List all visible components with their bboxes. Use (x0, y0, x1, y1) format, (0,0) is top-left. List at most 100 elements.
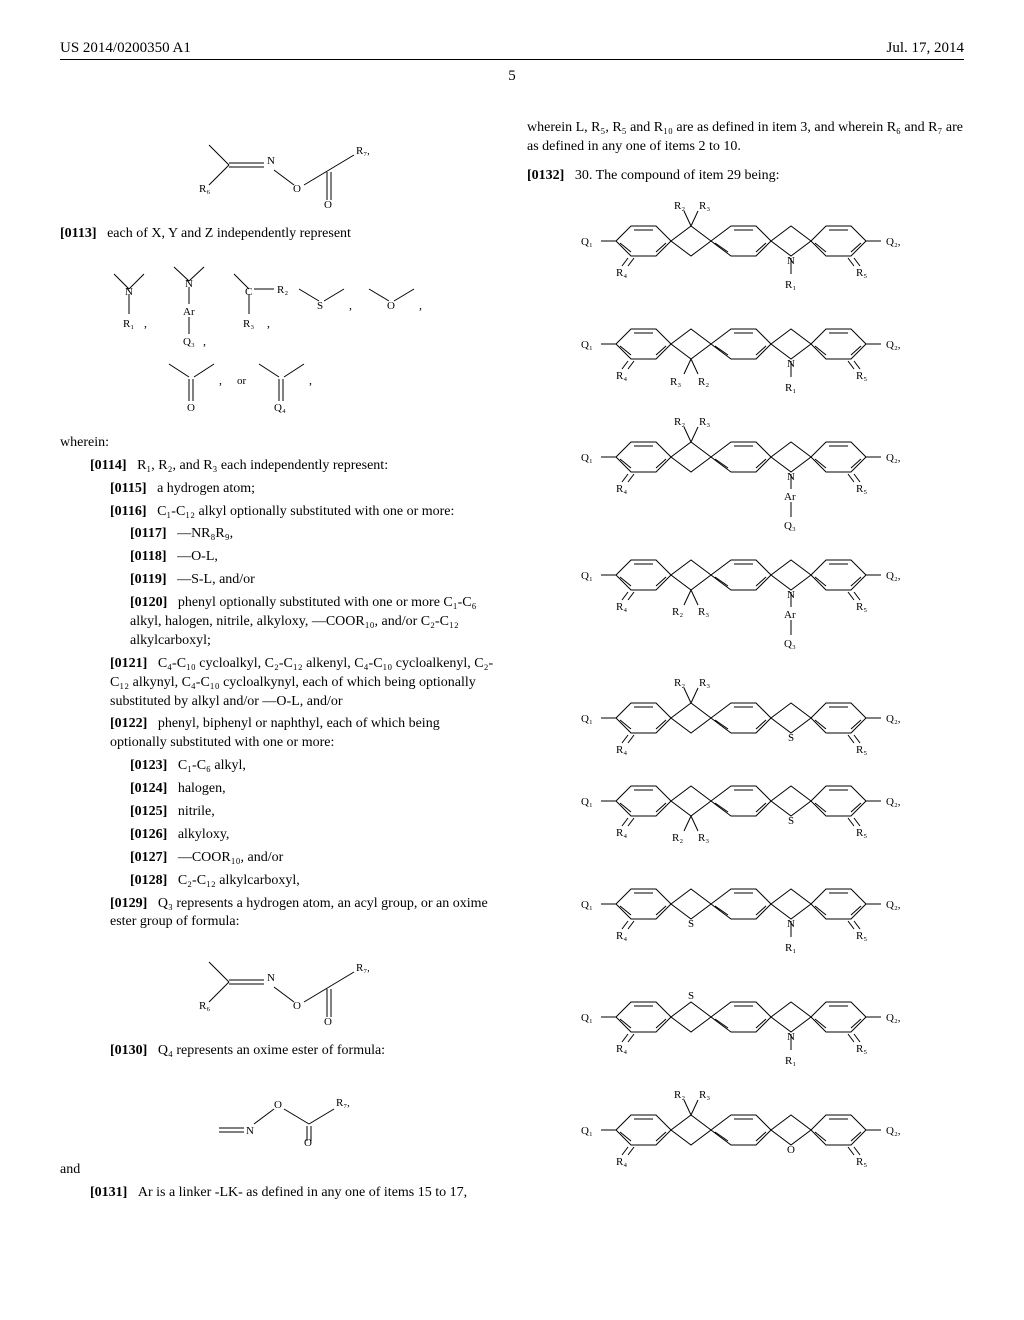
svg-text:Ar: Ar (784, 491, 796, 503)
paragraph-0117: [0117] —NR₈R₉, (60, 525, 497, 544)
svg-text:Q₁: Q₁ (581, 236, 593, 248)
svg-text:R₄: R₄ (616, 267, 627, 279)
svg-text:S: S (788, 732, 794, 744)
label-o2: O (324, 199, 332, 210)
svg-text:R₃: R₃ (698, 606, 709, 618)
svg-text:O: O (387, 300, 395, 312)
svg-text:R₄: R₄ (616, 370, 627, 382)
svg-text:R₇,: R₇, (356, 962, 369, 974)
paragraph-0114: [0114] R₁, R₂, and R₃ each independently… (60, 457, 497, 476)
svg-text:Q₄: Q₄ (274, 402, 286, 414)
svg-text:R₄: R₄ (616, 1043, 627, 1055)
svg-text:R₂: R₂ (672, 606, 683, 618)
paragraph-0116: [0116] C₁-C₁₂ alkyl optionally substitut… (60, 503, 497, 522)
svg-text:R₅: R₅ (856, 267, 867, 279)
patent-number: US 2014/0200350 A1 (60, 40, 191, 57)
page-number: 5 (60, 68, 964, 85)
svg-text:R₇,: R₇, (336, 1097, 350, 1109)
svg-text:R₃: R₃ (699, 200, 710, 212)
svg-text:R₅: R₅ (856, 370, 867, 382)
svg-text:N: N (787, 471, 795, 483)
right-column: wherein L, R₅, R₅ and R₁₀ are as defined… (527, 115, 964, 1207)
svg-text:Q₁: Q₁ (581, 1125, 593, 1137)
paragraph-0115: [0115] a hydrogen atom; (60, 480, 497, 499)
paragraph-0124: [0124] halogen, (60, 780, 497, 799)
paragraph-0130: [0130] Q₄ represents an oxime ester of f… (60, 1042, 497, 1061)
svg-text:Q₃: Q₃ (183, 336, 195, 348)
svg-text:Q₁: Q₁ (581, 452, 593, 464)
svg-text:R₂: R₂ (672, 832, 683, 844)
svg-text:R₅: R₅ (856, 601, 867, 613)
structure-3: Q₁ Q₂, R₄ R₅ R₂ R₃ N Ar Q₃ (527, 417, 964, 537)
right-intro-text: wherein L, R₅, R₅ and R₁₀ are as defined… (527, 119, 964, 157)
svg-text:Q₃: Q₃ (784, 638, 796, 650)
structure-8: Q₁ Q₂, R₄ R₅ S N R₁ (527, 977, 964, 1077)
paragraph-0118: [0118] —O-L, (60, 548, 497, 567)
left-column: R₆ N O R₇, O [0113] each of X, Y and Z i… (60, 115, 497, 1207)
svg-text:R₁: R₁ (785, 382, 796, 394)
svg-text:Q₂,: Q₂, (886, 339, 901, 351)
chemical-structures-list: Q₁ Q₂, R₄ R₅ R₂ R₃ N R₁ (527, 196, 964, 1175)
paragraph-0132: [0132] 30. The compound of item 29 being… (527, 167, 964, 186)
paragraph-0121: [0121] C₄-C₁₀ cycloalkyl, C₂-C₁₂ alkenyl… (60, 655, 497, 712)
svg-text:R₁: R₁ (785, 942, 796, 954)
svg-text:Q₁: Q₁ (581, 570, 593, 582)
svg-text:,: , (267, 316, 270, 330)
svg-text:O: O (274, 1099, 282, 1111)
svg-text:S: S (788, 815, 794, 827)
svg-text:R₃: R₃ (699, 1089, 710, 1101)
svg-text:,: , (419, 298, 422, 312)
svg-text:R₄: R₄ (616, 483, 627, 495)
svg-text:Q₁: Q₁ (581, 899, 593, 911)
svg-text:S: S (688, 918, 694, 930)
svg-text:,: , (144, 316, 147, 330)
svg-text:N: N (787, 918, 795, 930)
svg-text:R₅: R₅ (856, 1156, 867, 1168)
svg-text:R₃: R₃ (699, 417, 710, 428)
svg-text:S: S (317, 300, 323, 312)
svg-text:R₃: R₃ (243, 318, 254, 330)
svg-text:R₂: R₂ (674, 417, 685, 428)
svg-text:Q₂,: Q₂, (886, 570, 901, 582)
svg-text:Q₁: Q₁ (581, 796, 593, 808)
svg-text:O: O (304, 1137, 312, 1146)
svg-text:R₄: R₄ (616, 827, 627, 839)
wherein-label: wherein: (60, 434, 497, 453)
svg-text:,: , (203, 334, 206, 348)
oxime-ester-figure-2: R₆ N O R₇, O (60, 947, 497, 1027)
paragraph-0131: [0131] Ar is a linker -LK- as defined in… (60, 1184, 497, 1203)
svg-text:O: O (787, 1144, 795, 1156)
svg-text:N: N (267, 972, 275, 984)
svg-text:R₆: R₆ (199, 1000, 210, 1012)
svg-text:Q₁: Q₁ (581, 713, 593, 725)
paragraph-0129: [0129] Q₃ represents a hydrogen atom, an… (60, 895, 497, 933)
svg-text:Q₂,: Q₂, (886, 1012, 901, 1024)
svg-text:R₄: R₄ (616, 1156, 627, 1168)
svg-text:R₅: R₅ (856, 1043, 867, 1055)
svg-text:R₃: R₃ (699, 677, 710, 689)
svg-text:Q₁: Q₁ (581, 1012, 593, 1024)
paragraph-0123: [0123] C₁-C₆ alkyl, (60, 757, 497, 776)
svg-text:,: , (349, 298, 352, 312)
svg-text:O: O (293, 1000, 301, 1012)
structure-2: Q₁ Q₂, R₄ R₅ R₃ R₂ N R₁ (527, 309, 964, 409)
paragraph-0119: [0119] —S-L, and/or (60, 571, 497, 590)
svg-text:Q₃: Q₃ (784, 520, 796, 532)
paragraph-0128: [0128] C₂-C₁₂ alkylcarboxyl, (60, 872, 497, 891)
svg-text:R₂: R₂ (674, 1089, 685, 1101)
svg-text:R₂: R₂ (698, 376, 709, 388)
svg-text:O: O (187, 402, 195, 414)
structure-7: Q₁ Q₂, R₄ R₅ S N R₁ (527, 869, 964, 969)
label-r6: R₆ (199, 183, 210, 195)
structure-5: Q₁ Q₂, R₄ R₅ R₂ R₃ S (527, 673, 964, 763)
svg-text:Q₂,: Q₂, (886, 1125, 901, 1137)
svg-text:Q₂,: Q₂, (886, 899, 901, 911)
page-header: US 2014/0200350 A1 Jul. 17, 2014 (60, 40, 964, 60)
oxime-ester-figure-1: R₆ N O R₇, O (60, 130, 497, 210)
svg-text:R₅: R₅ (856, 483, 867, 495)
patent-date: Jul. 17, 2014 (886, 40, 964, 57)
xyz-options-figure: N R₁ , N Ar Q₃ , C R₂ R₃ , S , O , O , o… (60, 259, 497, 419)
svg-text:Q₂,: Q₂, (886, 796, 901, 808)
svg-text:or: or (237, 375, 247, 387)
svg-text:R₁: R₁ (785, 1055, 796, 1067)
